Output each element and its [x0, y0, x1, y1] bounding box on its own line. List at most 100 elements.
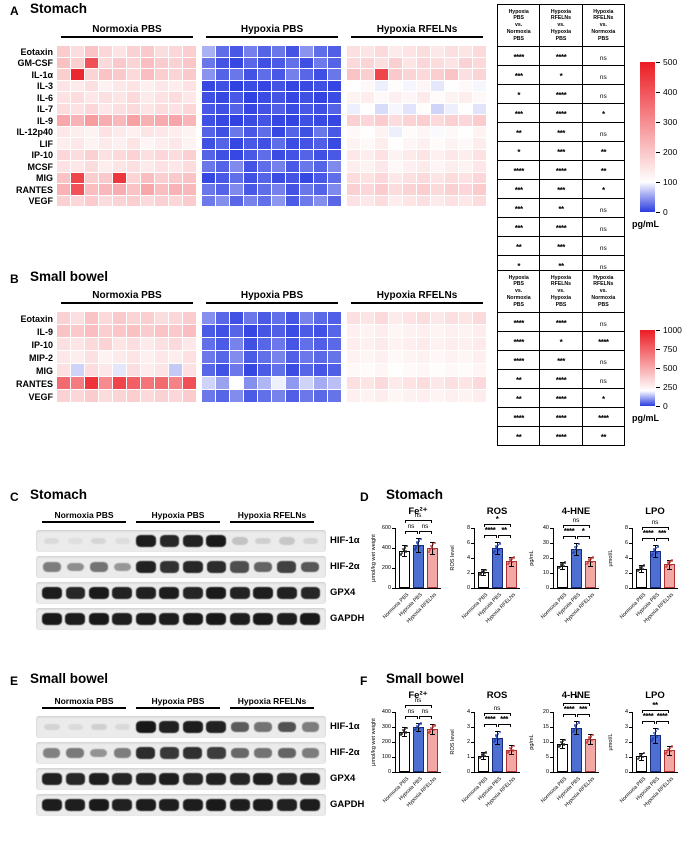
scatter-dot	[587, 736, 591, 739]
heatmap-cell	[141, 92, 154, 103]
protein-band	[88, 586, 109, 600]
y-tick	[471, 528, 474, 529]
significance-column-header: Hypoxia RFELNs vs. Normoxia PBS	[581, 4, 626, 47]
heatmap-cell	[286, 46, 299, 57]
heatmap-cell	[272, 115, 285, 126]
y-axis	[395, 712, 396, 772]
bar-chart: ROS ROS level 0 2 4 6 8 **** ** * Normoxia PBS Hypo…	[447, 506, 523, 638]
error-bar-cap	[573, 555, 579, 556]
heatmap-cell	[127, 312, 140, 324]
heatmap-cell	[141, 325, 154, 337]
protein-band	[159, 747, 179, 759]
significance-value: ****	[539, 46, 583, 66]
scatter-dot	[655, 735, 659, 738]
sig-label: ns	[414, 696, 422, 704]
y-tick	[471, 772, 474, 773]
heatmap-cell	[183, 115, 196, 126]
heatmap-cell	[244, 312, 257, 324]
scatter-dot	[428, 730, 432, 733]
heatmap-cell	[258, 161, 271, 172]
heatmap-cell	[99, 115, 112, 126]
heatmap-cell	[183, 184, 196, 195]
heatmap-row-label: IL-12p40	[16, 127, 53, 138]
y-tick	[629, 573, 632, 574]
bar-chart: Fe²⁺ μmol/kg wet weight 0 200 400 600 ns ns ns No…	[368, 506, 444, 638]
sig-bracket-end	[405, 704, 406, 708]
heatmap-cell	[431, 92, 444, 103]
scatter-dot	[484, 751, 488, 754]
heatmap-cell	[71, 126, 84, 137]
heatmap-cell	[445, 338, 458, 350]
sig-bracket-end	[656, 538, 657, 542]
y-tick	[550, 558, 553, 559]
heatmap-cell	[286, 184, 299, 195]
significance-value: ***	[539, 141, 583, 161]
protein-band	[182, 720, 203, 734]
heatmap-cell	[314, 364, 327, 376]
colorbar-tick	[656, 62, 660, 63]
bar-chart: ROS ROS level 0 1 2 3 4 **** *** ns Normoxia PBS Hy…	[447, 690, 523, 822]
heatmap-cell	[85, 312, 98, 324]
sig-bracket-end	[510, 712, 511, 716]
sig-label: ns	[421, 707, 429, 715]
error-bar-cap	[480, 575, 486, 577]
heatmap-cell	[286, 138, 299, 149]
sig-label: ****	[563, 527, 575, 536]
heatmap-cell	[417, 351, 430, 363]
heatmap-cell	[417, 390, 430, 402]
heatmap-cell	[230, 161, 243, 172]
heatmap-cell	[230, 172, 243, 183]
scatter-dot	[571, 731, 575, 734]
significance-value: *	[581, 103, 626, 123]
sig-label: ns	[651, 519, 659, 527]
heatmap-cell	[375, 364, 388, 376]
heatmap-cell	[389, 312, 402, 324]
heatmap-cell	[216, 149, 229, 160]
heatmap-cell	[431, 103, 444, 114]
protein-band	[183, 772, 203, 786]
heatmap-row-label: MCSF	[27, 161, 54, 172]
colorbar-tick-label: 400	[663, 86, 678, 97]
y-tick	[629, 772, 632, 773]
sig-bracket	[563, 536, 575, 537]
sig-bracket-end	[575, 714, 576, 717]
heatmap-cell	[314, 80, 327, 91]
sig-bracket	[563, 714, 575, 715]
error-bar-cap	[415, 537, 421, 539]
heatmap-row-label: LIF	[39, 138, 54, 149]
error-bar-cap	[429, 553, 435, 555]
protein-band	[229, 586, 250, 600]
y-tick-label: 200	[381, 565, 391, 571]
heatmap-cell	[71, 92, 84, 103]
heatmap-cell	[300, 195, 313, 206]
blot-strip	[36, 742, 326, 764]
heatmap-cell	[127, 377, 140, 389]
heatmap-cell	[272, 69, 285, 80]
heatmap-row-label: Eotaxin	[20, 46, 53, 57]
error-bar-cap	[401, 545, 407, 546]
sig-bracket-end	[563, 525, 564, 528]
sig-bracket	[498, 723, 510, 725]
heatmap-cell	[300, 172, 313, 183]
x-axis	[474, 588, 520, 589]
y-tick	[392, 588, 395, 589]
scatter-dot	[588, 559, 592, 563]
heatmap-cell	[375, 351, 388, 363]
heatmap-cell	[183, 351, 196, 363]
heatmap-cell	[473, 172, 486, 183]
protein-band	[276, 586, 297, 600]
scatter-dot	[664, 565, 668, 569]
x-axis	[395, 588, 441, 589]
sig-label: ****	[642, 529, 654, 539]
heatmap-cell	[347, 69, 360, 80]
heatmap-cell	[230, 364, 243, 376]
heatmap-cell	[314, 338, 327, 350]
heatmap-cell	[169, 115, 182, 126]
protein-band	[135, 586, 156, 600]
heatmap-cell	[216, 338, 229, 350]
heatmap-cell	[300, 92, 313, 103]
heatmap-cell	[417, 161, 430, 172]
heatmap-cell	[445, 138, 458, 149]
heatmap-cell	[431, 184, 444, 195]
heatmap-cell	[113, 149, 126, 160]
